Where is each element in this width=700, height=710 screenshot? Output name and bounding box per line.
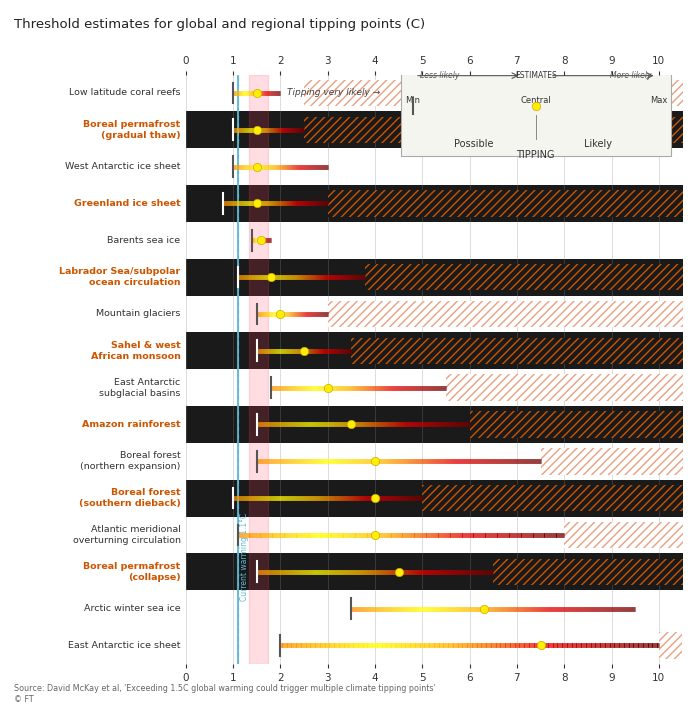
Text: Mountain glaciers: Mountain glaciers [96, 310, 181, 319]
Bar [186, 332, 682, 369]
Text: TIPPING: TIPPING [517, 150, 555, 160]
Bar [494, 559, 682, 585]
Text: Threshold estimates for global and regional tipping points (C): Threshold estimates for global and regio… [14, 18, 425, 31]
Bar [186, 590, 682, 627]
Text: West Antarctic ice sheet: West Antarctic ice sheet [65, 162, 181, 171]
Text: Tipping very likely →: Tipping very likely → [287, 89, 381, 97]
Bar [470, 411, 682, 437]
Text: Arctic winter sea ice: Arctic winter sea ice [84, 604, 181, 613]
Bar [186, 480, 682, 517]
Bar [249, 75, 268, 664]
Text: Source: David McKay et al, 'Exceeding 1.5C global warming could trigger multiple: Source: David McKay et al, 'Exceeding 1.… [14, 684, 435, 704]
Text: Central: Central [520, 96, 551, 104]
Bar [351, 337, 682, 364]
Bar [186, 553, 682, 590]
Text: Less likely: Less likely [420, 71, 459, 80]
Bar [186, 222, 682, 258]
Text: Atlantic meridional
overturning circulation: Atlantic meridional overturning circulat… [73, 525, 181, 545]
Text: Boreal forest
(southern dieback): Boreal forest (southern dieback) [78, 488, 181, 508]
Text: Likely: Likely [584, 139, 612, 149]
Text: Min: Min [405, 96, 420, 104]
Bar [540, 448, 682, 474]
Text: Barents sea ice: Barents sea ice [108, 236, 181, 245]
Text: Boreal permafrost
(collapse): Boreal permafrost (collapse) [83, 562, 181, 581]
Bar [304, 116, 682, 143]
Bar [304, 80, 682, 106]
Bar [186, 185, 682, 222]
Bar [186, 443, 682, 480]
Text: Max: Max [650, 96, 668, 104]
Bar [401, 71, 671, 155]
Text: Greenland ice sheet: Greenland ice sheet [74, 199, 181, 208]
Bar [328, 190, 682, 217]
Text: ESTIMATES: ESTIMATES [515, 71, 557, 80]
Bar [564, 522, 682, 548]
Bar [365, 264, 682, 290]
Bar [186, 111, 682, 148]
Text: Low latitude coral reefs: Low latitude coral reefs [69, 89, 181, 97]
Text: Sahel & west
African monsoon: Sahel & west African monsoon [91, 341, 181, 361]
Text: Labrador Sea/subpolar
ocean circulation: Labrador Sea/subpolar ocean circulation [60, 267, 181, 287]
Text: Boreal forest
(northern expansion): Boreal forest (northern expansion) [80, 452, 181, 471]
Text: More likely: More likely [610, 71, 652, 80]
Text: Boreal permafrost
(gradual thaw): Boreal permafrost (gradual thaw) [83, 120, 181, 140]
Bar [186, 627, 682, 664]
Text: Current warming 1.1°C: Current warming 1.1°C [240, 513, 249, 601]
Text: East Antarctic ice sheet: East Antarctic ice sheet [68, 641, 181, 650]
Bar [328, 301, 682, 327]
Bar [186, 148, 682, 185]
Bar [186, 258, 682, 295]
Bar [446, 374, 682, 401]
Text: Possible: Possible [454, 139, 494, 149]
Bar [659, 632, 682, 659]
Bar [186, 369, 682, 406]
Bar [186, 295, 682, 332]
Bar [186, 406, 682, 443]
Bar [186, 75, 682, 111]
Bar [186, 517, 682, 553]
Bar [422, 485, 682, 511]
Text: East Antarctic
subglacial basins: East Antarctic subglacial basins [99, 378, 181, 398]
Text: Amazon rainforest: Amazon rainforest [82, 420, 181, 429]
